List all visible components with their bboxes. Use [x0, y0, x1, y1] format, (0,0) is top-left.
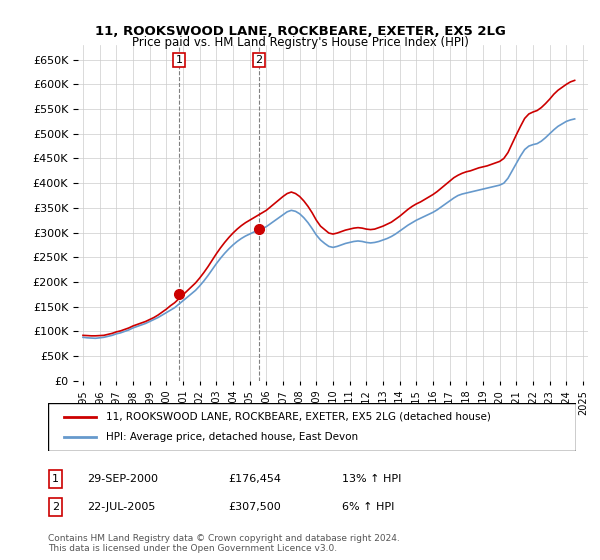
- Text: 29-SEP-2000: 29-SEP-2000: [87, 474, 158, 484]
- Text: 11, ROOKSWOOD LANE, ROCKBEARE, EXETER, EX5 2LG (detached house): 11, ROOKSWOOD LANE, ROCKBEARE, EXETER, E…: [106, 412, 491, 422]
- Text: HPI: Average price, detached house, East Devon: HPI: Average price, detached house, East…: [106, 432, 358, 442]
- FancyBboxPatch shape: [49, 470, 62, 488]
- Text: 22-JUL-2005: 22-JUL-2005: [87, 502, 155, 512]
- FancyBboxPatch shape: [49, 498, 62, 516]
- Text: 13% ↑ HPI: 13% ↑ HPI: [342, 474, 401, 484]
- Text: 1: 1: [52, 474, 59, 484]
- Text: 2: 2: [52, 502, 59, 512]
- Text: Contains HM Land Registry data © Crown copyright and database right 2024.
This d: Contains HM Land Registry data © Crown c…: [48, 534, 400, 553]
- FancyBboxPatch shape: [48, 403, 576, 451]
- Text: £307,500: £307,500: [228, 502, 281, 512]
- Text: 6% ↑ HPI: 6% ↑ HPI: [342, 502, 394, 512]
- Text: 1: 1: [175, 55, 182, 65]
- Text: 2: 2: [255, 55, 262, 65]
- Text: Price paid vs. HM Land Registry's House Price Index (HPI): Price paid vs. HM Land Registry's House …: [131, 36, 469, 49]
- Text: £176,454: £176,454: [228, 474, 281, 484]
- Text: 11, ROOKSWOOD LANE, ROCKBEARE, EXETER, EX5 2LG: 11, ROOKSWOOD LANE, ROCKBEARE, EXETER, E…: [95, 25, 505, 38]
